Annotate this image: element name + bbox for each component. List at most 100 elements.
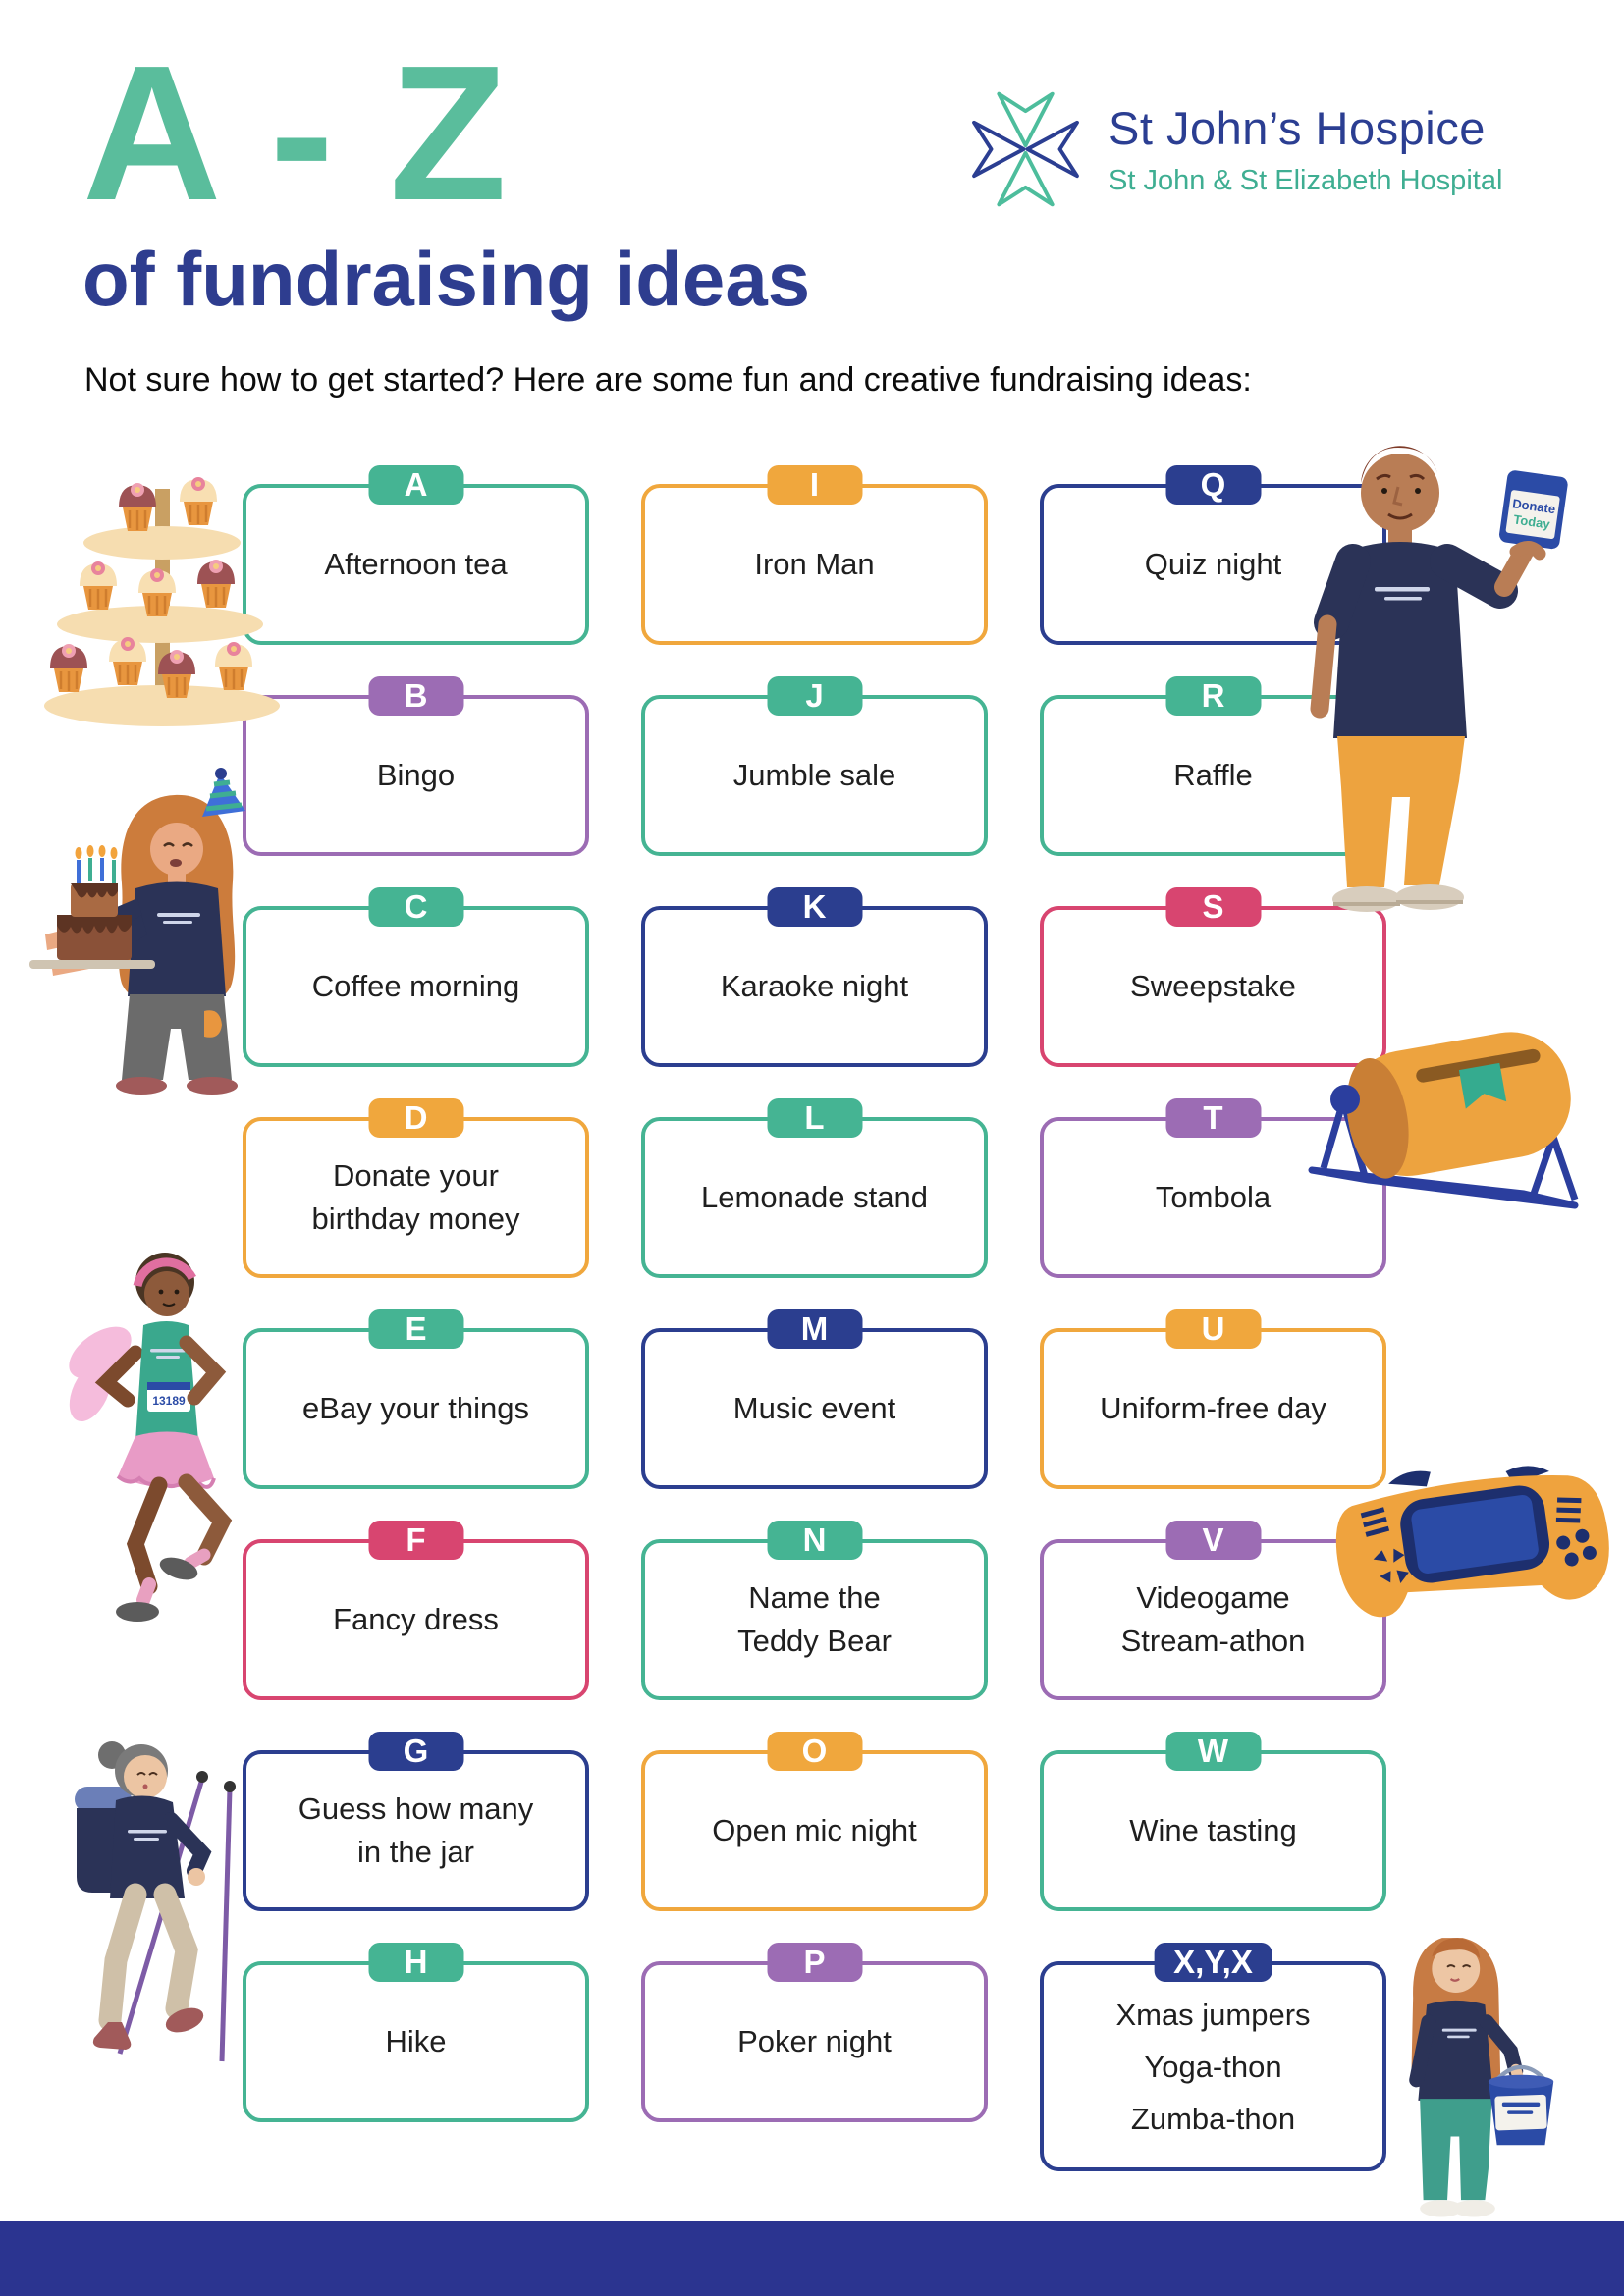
idea-label: Videogame Stream-athon: [1121, 1576, 1306, 1663]
idea-label-line: Quiz night: [1144, 547, 1282, 581]
person-with-birthday-cake-illustration: [29, 768, 245, 1095]
idea-label: eBay your things: [302, 1387, 529, 1430]
idea-card: Raffle: [1040, 695, 1386, 856]
idea-label-line: Jumble sale: [732, 758, 896, 792]
idea-card: Uniform-free day: [1040, 1328, 1386, 1489]
footer-bar: [0, 2221, 1624, 2296]
idea-card: Coffee morning: [243, 906, 589, 1067]
letter-badge: O: [767, 1732, 862, 1771]
letter-badge: P: [767, 1943, 862, 1982]
idea-card: Fancy dress: [243, 1539, 589, 1700]
idea-label-line: Tombola: [1155, 1180, 1272, 1214]
idea-label-line: Lemonade stand: [701, 1180, 928, 1214]
idea-cell-xyx: X,Y,X Xmas jumpers Yoga-thon Zumba-thon: [1040, 1943, 1386, 2171]
logo-name: St John’s Hospice: [1109, 102, 1486, 154]
idea-cell-b: B Bingo: [243, 676, 589, 887]
idea-cell-w: W Wine tasting: [1040, 1732, 1386, 1943]
idea-label-line: Wine tasting: [1129, 1813, 1297, 1847]
idea-label-line: Bingo: [376, 758, 456, 792]
idea-label-line: Poker night: [737, 2024, 892, 2058]
letter-badge: S: [1165, 887, 1261, 927]
letter-badge: G: [368, 1732, 463, 1771]
idea-label: Jumble sale: [733, 754, 895, 797]
idea-cell-p: P Poker night: [641, 1943, 988, 2154]
idea-cell-q: Q Quiz night: [1040, 465, 1386, 676]
idea-label: Tombola: [1156, 1176, 1271, 1219]
ideas-grid: A Afternoon tea I Iron Man Q Quiz night B Bingo…: [243, 465, 1386, 2171]
letter-badge: F: [368, 1521, 463, 1560]
idea-cell-h: H Hike: [243, 1943, 589, 2154]
idea-card: Lemonade stand: [641, 1117, 988, 1278]
cupcake-stand-illustration: [44, 475, 280, 726]
letter-badge: V: [1165, 1521, 1261, 1560]
idea-label-line: Teddy Bear: [737, 1624, 892, 1658]
idea-card: Wine tasting: [1040, 1750, 1386, 1911]
idea-card: Videogame Stream-athon: [1040, 1539, 1386, 1700]
idea-cell-f: F Fancy dress: [243, 1521, 589, 1732]
letter-badge: E: [368, 1309, 463, 1349]
letter-badge: A: [368, 465, 463, 505]
idea-card: Music event: [641, 1328, 988, 1489]
idea-label: Coffee morning: [312, 965, 519, 1008]
idea-card: Sweepstake: [1040, 906, 1386, 1067]
tombola-drum-illustration: [1308, 1032, 1579, 1209]
letter-badge: H: [368, 1943, 463, 1982]
idea-label-line: Karaoke night: [720, 969, 909, 1003]
donation-tin-label-line2: Today: [1513, 512, 1552, 532]
hospice-logo: St John’s Hospice St John & St Elizabeth…: [964, 82, 1502, 216]
idea-card: Iron Man: [641, 484, 988, 645]
idea-label-line: Donate your: [333, 1158, 499, 1193]
idea-cell-m: M Music event: [641, 1309, 988, 1521]
letter-badge: Q: [1165, 465, 1261, 505]
idea-label: Guess how many in the jar: [298, 1788, 534, 1874]
idea-label-line: in the jar: [357, 1835, 474, 1869]
idea-card: Donate your birthday money: [243, 1117, 589, 1278]
idea-label-line: Stream-athon: [1120, 1624, 1306, 1658]
page-subtitle: of fundraising ideas: [82, 236, 811, 322]
idea-label: Karaoke night: [721, 965, 908, 1008]
idea-card: Guess how many in the jar: [243, 1750, 589, 1911]
idea-label-line: birthday money: [311, 1201, 520, 1236]
maltese-cross-icon: [972, 91, 1079, 207]
idea-label-line: Name the: [748, 1580, 881, 1615]
idea-label-line: Yoga-thon: [1144, 2049, 1282, 2084]
letter-badge: R: [1165, 676, 1261, 716]
idea-label: Iron Man: [754, 543, 874, 586]
idea-card: Name the Teddy Bear: [641, 1539, 988, 1700]
idea-label-line: Iron Man: [754, 547, 875, 581]
runner-with-fairy-wings-illustration: 13189: [69, 1253, 233, 1622]
idea-cell-j: J Jumble sale: [641, 676, 988, 887]
idea-label: Xmas jumpers Yoga-thon Zumba-thon: [1115, 1989, 1310, 2145]
idea-label: Afternoon tea: [324, 543, 507, 586]
idea-label: Donate your birthday money: [312, 1154, 520, 1241]
idea-label-line: Videogame: [1136, 1580, 1290, 1615]
idea-label: Poker night: [737, 2020, 892, 2063]
idea-label-line: Hike: [385, 2024, 447, 2058]
woman-with-collection-bucket-illustration: [1409, 1938, 1554, 2217]
idea-label: Hike: [385, 2020, 446, 2063]
letter-badge: K: [767, 887, 862, 927]
idea-card: Poker night: [641, 1961, 988, 2122]
idea-cell-g: G Guess how many in the jar: [243, 1732, 589, 1943]
letter-badge: N: [767, 1521, 862, 1560]
idea-cell-i: I Iron Man: [641, 465, 988, 676]
game-controller-illustration: [1335, 1466, 1609, 1618]
idea-cell-d: D Donate your birthday money: [243, 1098, 589, 1309]
idea-label: Music event: [733, 1387, 895, 1430]
idea-card: Xmas jumpers Yoga-thon Zumba-thon: [1040, 1961, 1386, 2171]
letter-badge: X,Y,X: [1154, 1943, 1272, 1982]
page-title: A - Z: [82, 26, 509, 240]
letter-badge: I: [767, 465, 862, 505]
idea-label-line: Xmas jumpers: [1115, 1997, 1311, 2032]
idea-label-line: Uniform-free day: [1100, 1391, 1326, 1425]
donation-tin-label-line1: Donate: [1511, 496, 1556, 516]
idea-label: Name the Teddy Bear: [737, 1576, 892, 1663]
letter-badge: U: [1165, 1309, 1261, 1349]
idea-label: Wine tasting: [1129, 1809, 1297, 1852]
idea-cell-r: R Raffle: [1040, 676, 1386, 887]
logo-text: St John’s Hospice St John & St Elizabeth…: [1109, 101, 1502, 197]
idea-card: Karaoke night: [641, 906, 988, 1067]
idea-cell-c: C Coffee morning: [243, 887, 589, 1098]
idea-label-line: Coffee morning: [311, 969, 520, 1003]
